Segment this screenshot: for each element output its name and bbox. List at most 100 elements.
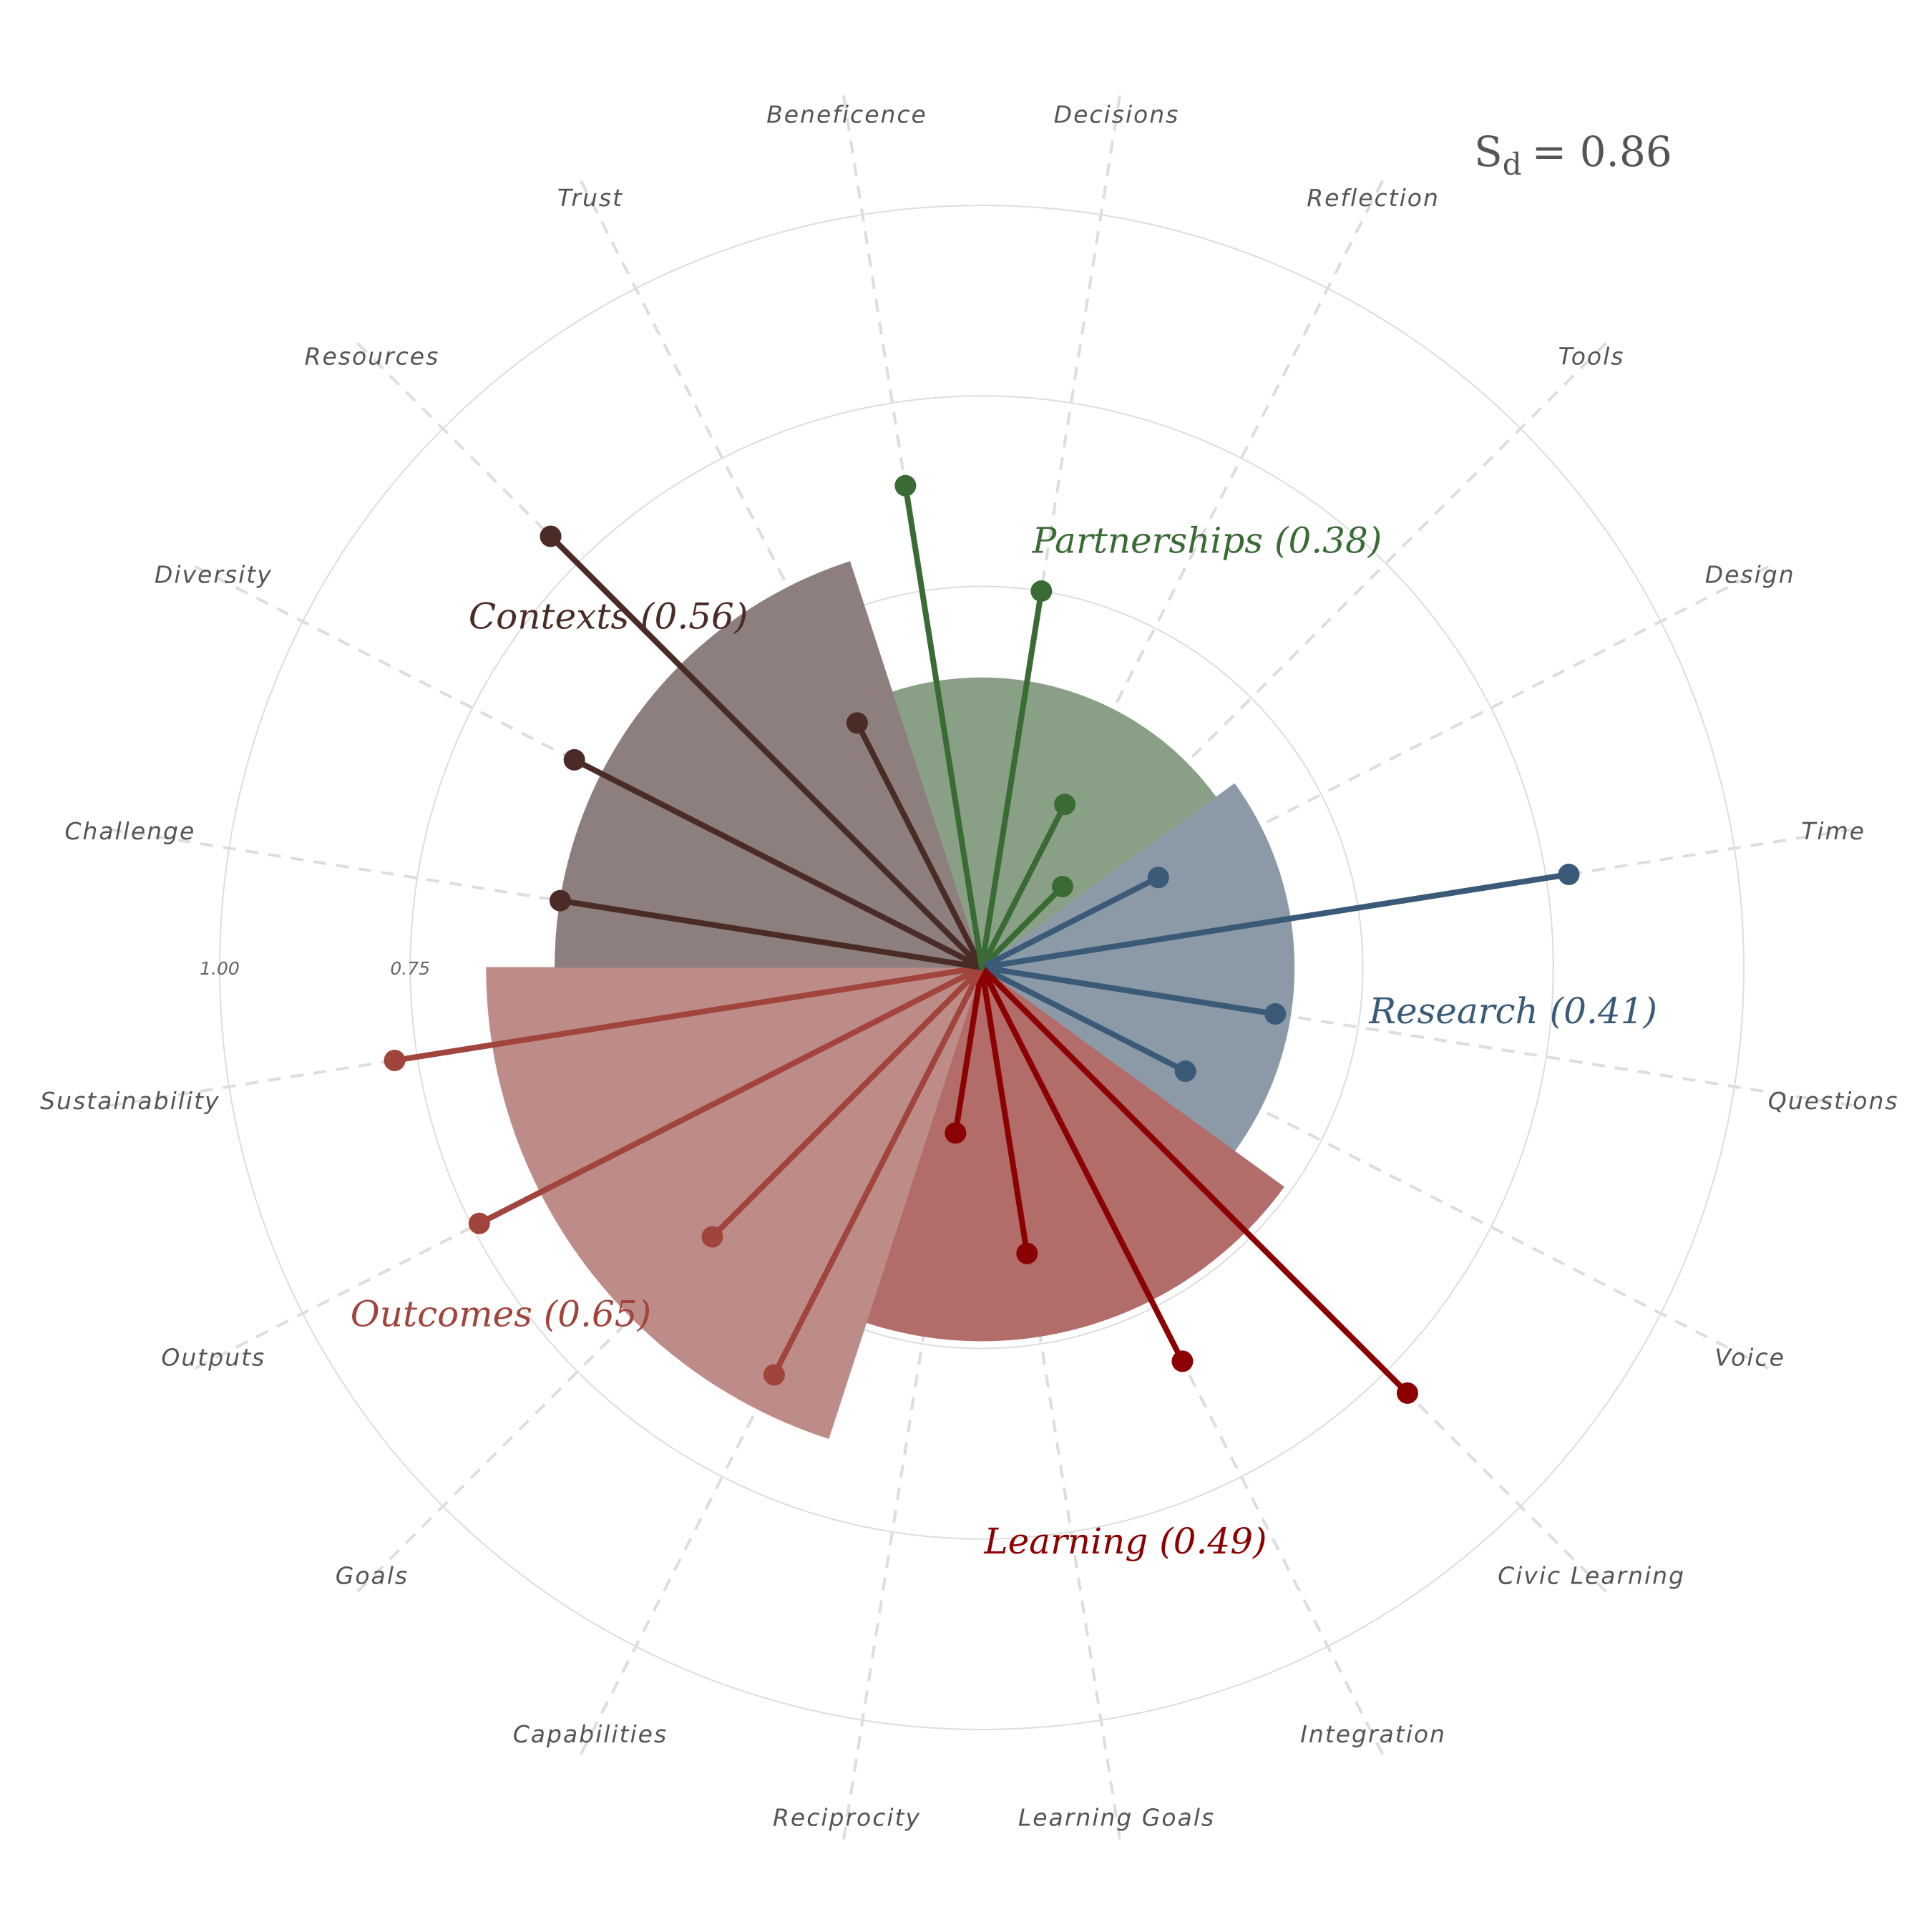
stem-challenge bbox=[557, 897, 985, 970]
point-capabilities bbox=[763, 1364, 785, 1386]
stem-voice bbox=[979, 965, 1189, 1075]
spoke-label-beneficence: Beneficence bbox=[766, 100, 927, 128]
grid-spoke bbox=[1061, 1047, 1608, 1594]
stem-sustainability bbox=[391, 965, 985, 1063]
stem-reciprocity bbox=[952, 965, 985, 1136]
spoke-label-sustainability: Sustainability bbox=[40, 1087, 220, 1115]
spoke-label-reflection: Reflection bbox=[1307, 184, 1440, 212]
grid-ring bbox=[409, 395, 1554, 1540]
tick-labels: 0.75 1.00 bbox=[200, 958, 430, 979]
spoke-label-civic-learning: Civic Learning bbox=[1498, 1562, 1685, 1590]
stem-beneficence bbox=[902, 482, 985, 970]
group-label-contexts: Contexts (0.56) bbox=[469, 595, 748, 637]
grid-spoke bbox=[1094, 827, 1855, 951]
spoke-label-diversity: Diversity bbox=[155, 560, 273, 588]
grid-spoke bbox=[356, 341, 902, 888]
bar-sector-contexts bbox=[730, 561, 982, 968]
lollipop-stems bbox=[391, 482, 1572, 1396]
spoke-labels: Decisions Reflection Tools Design Time Questi… bbox=[40, 100, 1899, 1832]
grid-spoke bbox=[998, 1080, 1122, 1841]
grid-spoke bbox=[1083, 565, 1770, 917]
spoke-label-decisions: Decisions bbox=[1054, 100, 1180, 128]
spoke-label-time: Time bbox=[1801, 817, 1865, 845]
spoke-label-questions: Questions bbox=[1768, 1087, 1899, 1115]
spoke-label-tools: Tools bbox=[1558, 342, 1625, 370]
grid-spoke bbox=[841, 94, 965, 855]
grid-spoke bbox=[1083, 1018, 1770, 1370]
grid-spoke bbox=[193, 1018, 881, 1370]
point-reciprocity bbox=[945, 1122, 967, 1144]
stem-decisions bbox=[979, 588, 1045, 970]
stem-questions bbox=[979, 965, 1279, 1017]
stem-reflection bbox=[979, 801, 1068, 970]
group-label-partnerships: Partnerships (0.38) bbox=[1032, 520, 1382, 562]
stem-design bbox=[979, 874, 1161, 970]
spoke-label-challenge: Challenge bbox=[64, 817, 195, 845]
spoke-label-design: Design bbox=[1705, 560, 1795, 588]
grid-spoke bbox=[1032, 179, 1385, 867]
grid-spoke bbox=[841, 1080, 965, 1841]
point-time bbox=[1558, 864, 1580, 886]
spoke-label-learning-goals: Learning Goals bbox=[1018, 1804, 1215, 1832]
grid-spoke bbox=[579, 1068, 932, 1756]
stem-integration bbox=[979, 965, 1186, 1365]
spoke-label-integration: Integration bbox=[1300, 1720, 1446, 1748]
spoke-label-reciprocity: Reciprocity bbox=[773, 1804, 921, 1832]
grid-spoke bbox=[1094, 984, 1855, 1108]
point-civic-learning bbox=[1396, 1382, 1418, 1404]
grid-spoke bbox=[579, 179, 932, 867]
point-learning-goals bbox=[1016, 1242, 1038, 1264]
bar-sector-outcomes bbox=[690, 967, 982, 1440]
stem-civic-learning bbox=[979, 965, 1410, 1396]
point-voice bbox=[1174, 1060, 1196, 1083]
grid-ring bbox=[219, 205, 1745, 1730]
spoke-label-resources: Resources bbox=[305, 342, 440, 370]
grid-spoke bbox=[1032, 1068, 1385, 1756]
stem-outputs bbox=[476, 965, 985, 1226]
stem-resources bbox=[547, 533, 985, 970]
point-beneficence bbox=[894, 474, 917, 497]
stem-trust bbox=[854, 720, 985, 970]
grid-spoke bbox=[108, 827, 869, 951]
point-integration bbox=[1171, 1350, 1194, 1372]
stem-learning-goals bbox=[979, 965, 1030, 1257]
point-tools bbox=[1051, 876, 1073, 898]
point-decisions bbox=[1030, 580, 1053, 602]
grid-spoke bbox=[193, 565, 881, 917]
stem-goals bbox=[709, 965, 985, 1240]
point-resources bbox=[540, 525, 562, 547]
grid-spoke bbox=[998, 94, 1122, 855]
stem-capabilities bbox=[771, 965, 985, 1378]
stem-tools bbox=[979, 884, 1065, 970]
bar-sector-learning bbox=[981, 967, 1098, 1342]
tick-label: 1.00 bbox=[200, 958, 240, 979]
group-label-learning: Learning (0.49) bbox=[983, 1521, 1267, 1562]
grid-spoke bbox=[356, 1047, 902, 1594]
group-label-outcomes: Outcomes (0.65) bbox=[351, 1293, 651, 1335]
spoke-label-voice: Voice bbox=[1714, 1344, 1785, 1372]
point-diversity bbox=[563, 748, 585, 771]
point-design bbox=[1147, 867, 1169, 889]
point-questions bbox=[1264, 1002, 1287, 1025]
point-goals bbox=[701, 1226, 723, 1248]
point-challenge bbox=[549, 889, 571, 912]
stem-time bbox=[979, 872, 1572, 970]
point-sustainability bbox=[384, 1049, 406, 1071]
group-labels: Partnerships (0.38) Research (0.41) Learni… bbox=[351, 520, 1657, 1562]
score-label: Sd = 0.86 bbox=[1474, 127, 1672, 182]
spoke-label-goals: Goals bbox=[336, 1562, 409, 1590]
grid-spoke bbox=[1061, 341, 1608, 888]
point-reflection bbox=[1054, 794, 1076, 816]
group-label-research: Research (0.41) bbox=[1368, 990, 1657, 1032]
spoke-label-capabilities: Capabilities bbox=[513, 1720, 668, 1748]
spoke-label-trust: Trust bbox=[557, 184, 623, 212]
stem-diversity bbox=[571, 756, 985, 970]
grid-spoke bbox=[108, 984, 869, 1108]
point-outputs bbox=[468, 1212, 490, 1234]
point-trust bbox=[846, 712, 868, 734]
grid-spokes bbox=[108, 94, 1855, 1841]
lollipop-dots bbox=[384, 474, 1580, 1404]
spoke-label-outputs: Outputs bbox=[161, 1344, 265, 1372]
